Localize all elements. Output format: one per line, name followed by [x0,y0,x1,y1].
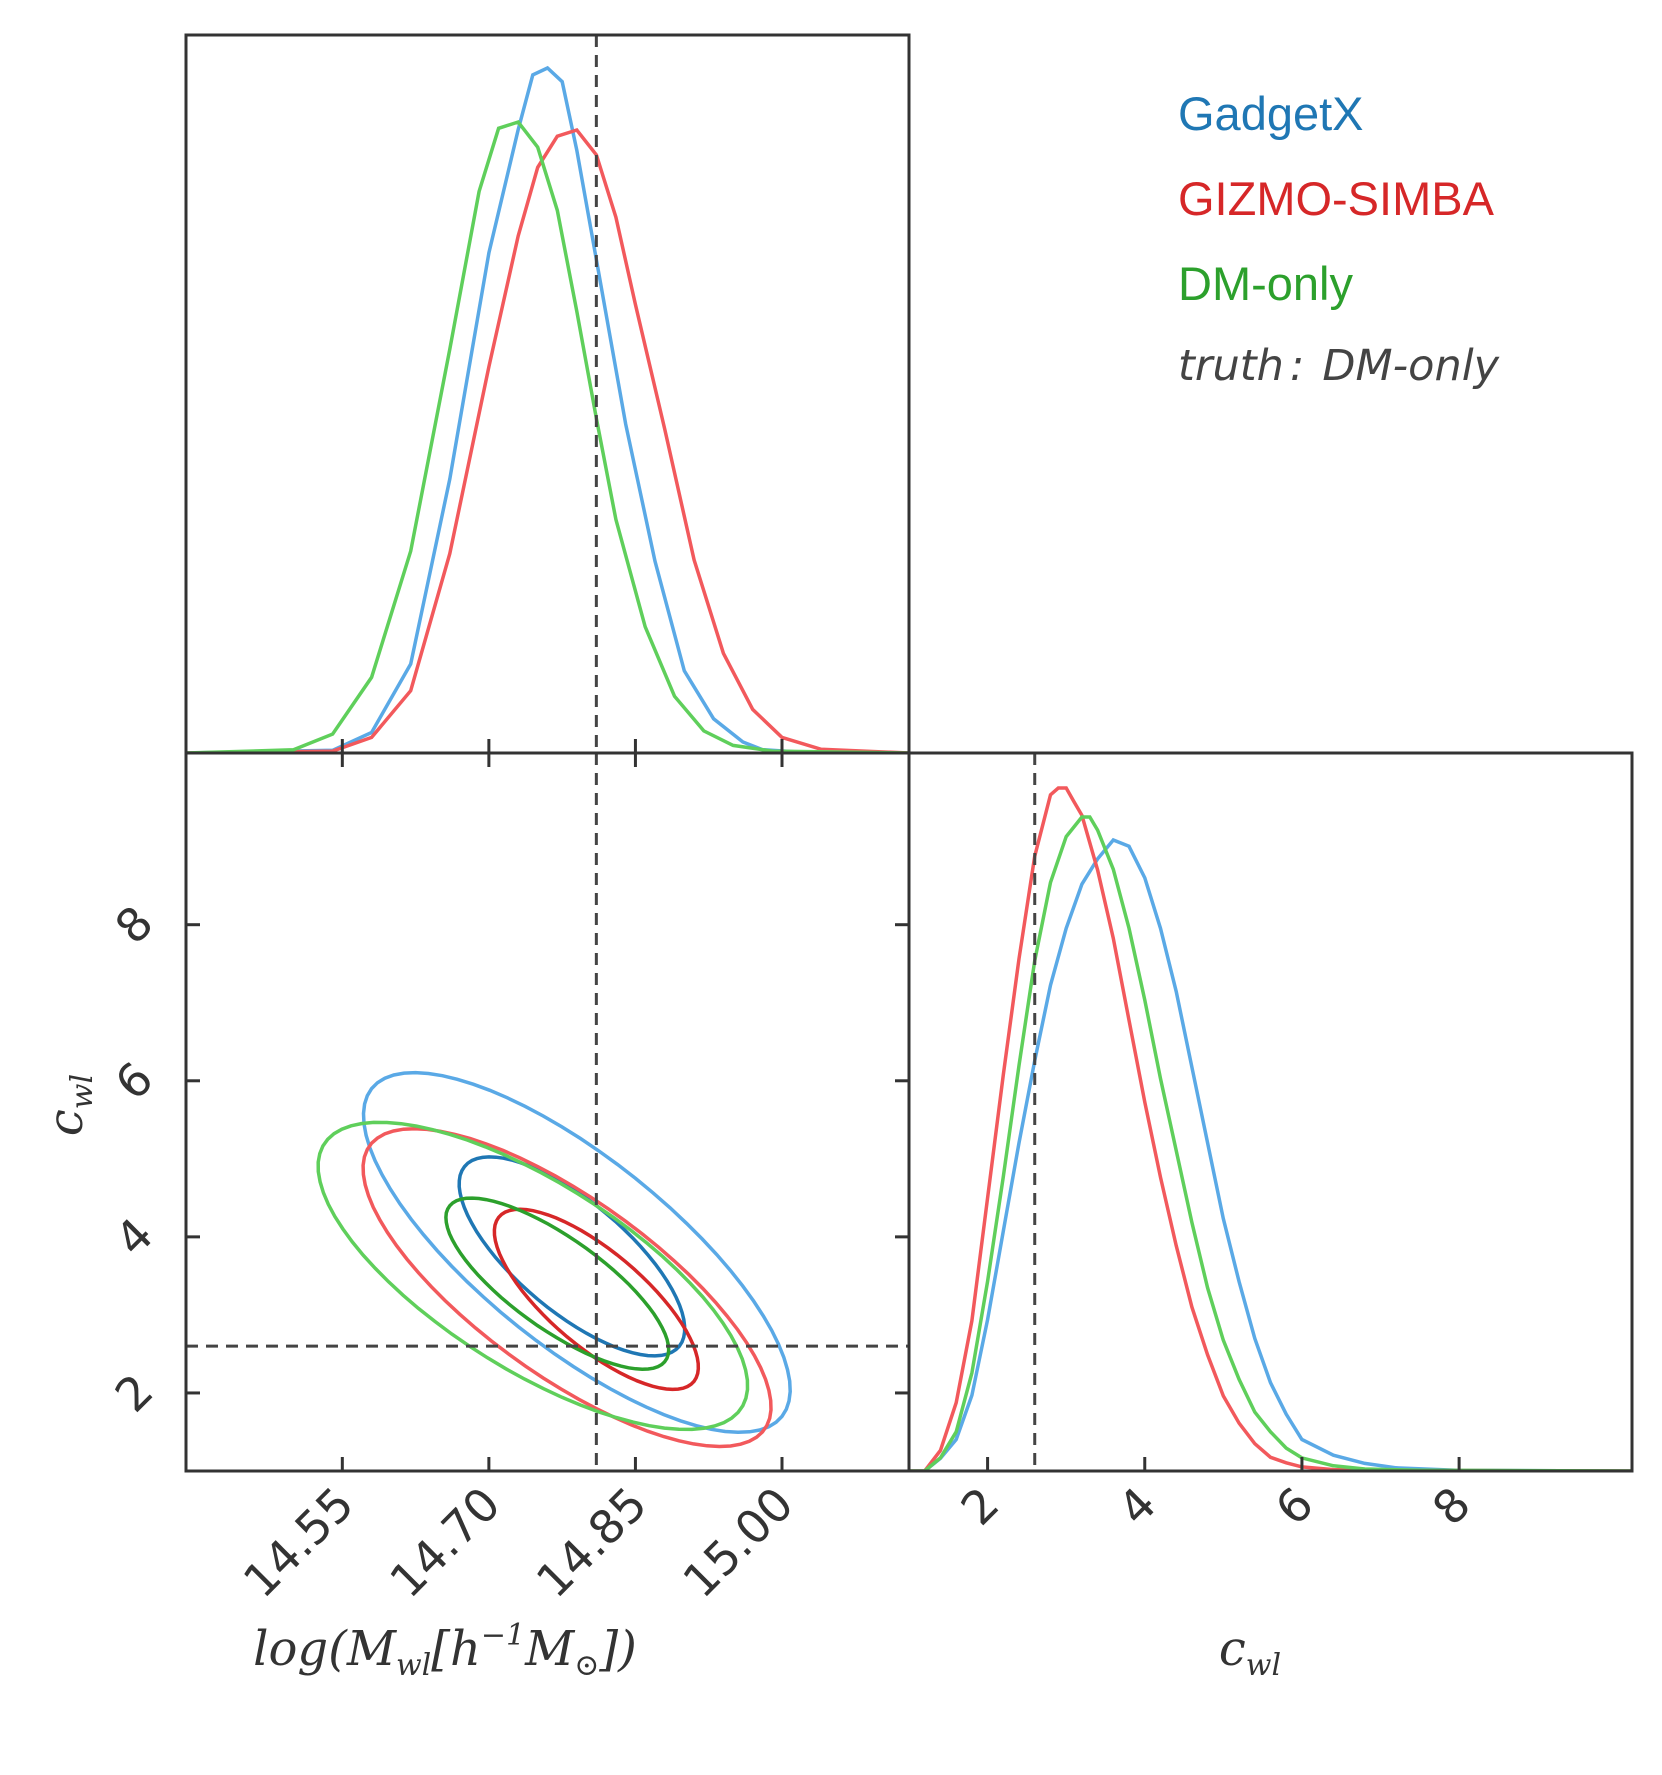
contour-2sigma-dm-only [316,1120,750,1432]
legend: GadgetX GIZMO-SIMBA DM-only truth: DM-onl… [1178,87,1500,391]
c-pdf-dm-only [909,815,1632,1471]
x-axis-label-c: cwl [1219,1621,1281,1683]
c-marginal-curves [909,786,1632,1471]
legend-entry-dm-only: DM-only [1178,257,1353,310]
y-axis-label-c: cwl [38,1074,100,1136]
logm-pdf-dm-only [186,119,909,753]
legend-entry-gadgetx: GadgetX [1178,87,1364,140]
logm-label-sub: wl [396,1648,431,1683]
logm-marginal-curves [186,65,909,753]
joint-ticks [186,739,909,1471]
contour-1sigma-dm-only [444,1196,671,1372]
c-pdf-gizmo-simba [909,786,1632,1471]
c-marginal-ticks [986,1457,1461,1471]
c-marginal-frame [907,751,1634,1473]
x-axis-label-logm: log(Mwl[h−1M⊙]) [253,1618,637,1683]
contour-2sigma-gadgetx [361,1070,792,1435]
logm-label-sup: −1 [481,1618,525,1653]
legend-entry-gizmo-simba: GIZMO-SIMBA [1178,172,1495,225]
c-pdf-gadgetx [909,837,1632,1471]
truth-label: truth [1178,341,1284,391]
logm-label-mid: [h [431,1621,481,1677]
c-label-pre: c [1219,1621,1246,1677]
logm-label-end: ]) [598,1621,636,1677]
panel-joint [184,739,911,1473]
truth-value: DM-only [1322,341,1499,391]
logm-label-sun: ⊙ [574,1648,599,1683]
legend-truth-note: truth: DM-only [1178,341,1500,391]
truth-sep: : [1290,341,1305,391]
c-ylabel-sub: wl [65,1074,100,1109]
c-ylabel-pre: c [38,1109,94,1136]
contour-1sigma-gizmo-simba [492,1207,701,1392]
panel-c-marginal [907,751,1634,1473]
logm-label-post: M [524,1621,576,1677]
logm-pdf-gizmo-simba [186,127,909,753]
c-label-sub: wl [1246,1648,1281,1683]
logm-pdf-gadgetx [186,65,909,753]
logm-label-pre: log(M [253,1621,398,1677]
